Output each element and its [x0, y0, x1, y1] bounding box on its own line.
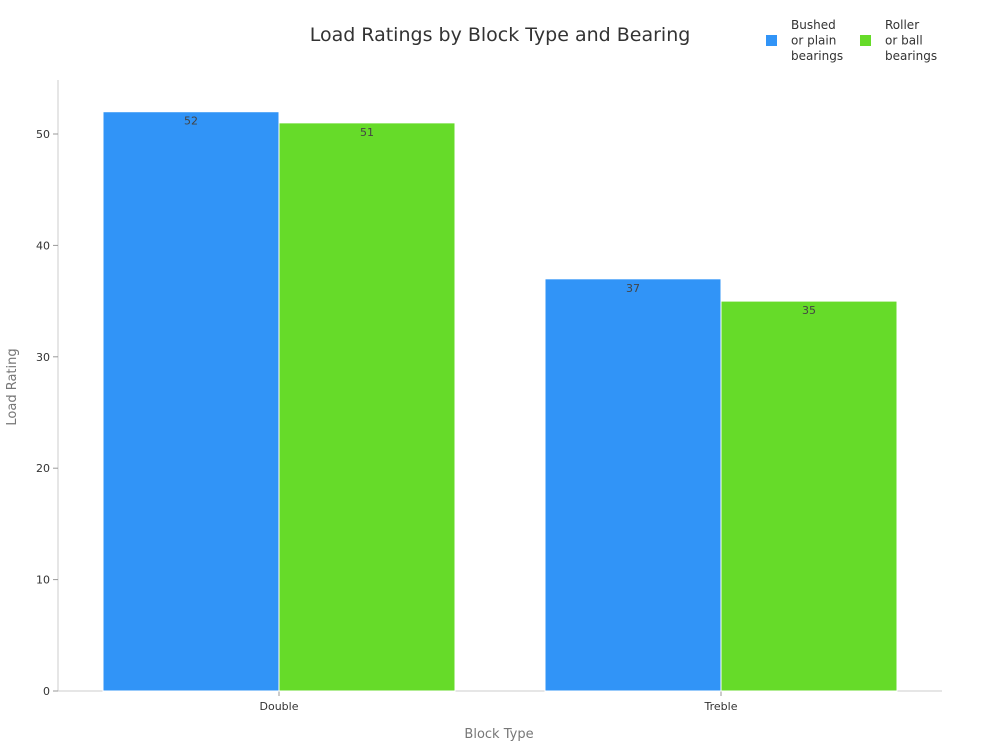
y-tick-label: 0 — [43, 685, 50, 698]
bar — [102, 111, 280, 692]
legend-label-line: Roller — [885, 18, 919, 32]
chart-title: Load Ratings by Block Type and Bearing — [310, 24, 691, 46]
legend-label-line: Bushed — [791, 18, 836, 32]
legend-label-line: or ball — [885, 34, 923, 48]
y-tick-label: 40 — [36, 239, 50, 252]
legend-label: Roller or ball bearings — [885, 18, 937, 63]
x-tick-label: Treble — [704, 700, 738, 713]
y-tick-label: 20 — [36, 462, 50, 475]
legend-swatch — [860, 35, 871, 46]
x-tick-label: Double — [260, 700, 299, 713]
y-tick-label: 50 — [36, 128, 50, 141]
legend-swatch — [766, 35, 777, 46]
data-label: 35 — [802, 304, 816, 317]
y-axis-title: Load Rating — [5, 348, 20, 425]
legend-label-line: or plain — [791, 34, 836, 48]
y-tick-label: 30 — [36, 351, 50, 364]
legend-label-line: bearings — [885, 49, 937, 63]
bar — [720, 300, 898, 692]
data-label: 52 — [184, 115, 198, 128]
bars: 52 51 37 35 — [102, 111, 898, 692]
x-axis-title: Block Type — [464, 727, 533, 742]
data-label: 37 — [626, 282, 640, 295]
legend-label-line: bearings — [791, 49, 843, 63]
y-tick-label: 10 — [36, 574, 50, 587]
bar — [278, 122, 456, 692]
legend-label: Bushed or plain bearings — [791, 18, 843, 63]
bar — [544, 278, 722, 692]
data-label: 51 — [360, 126, 374, 139]
